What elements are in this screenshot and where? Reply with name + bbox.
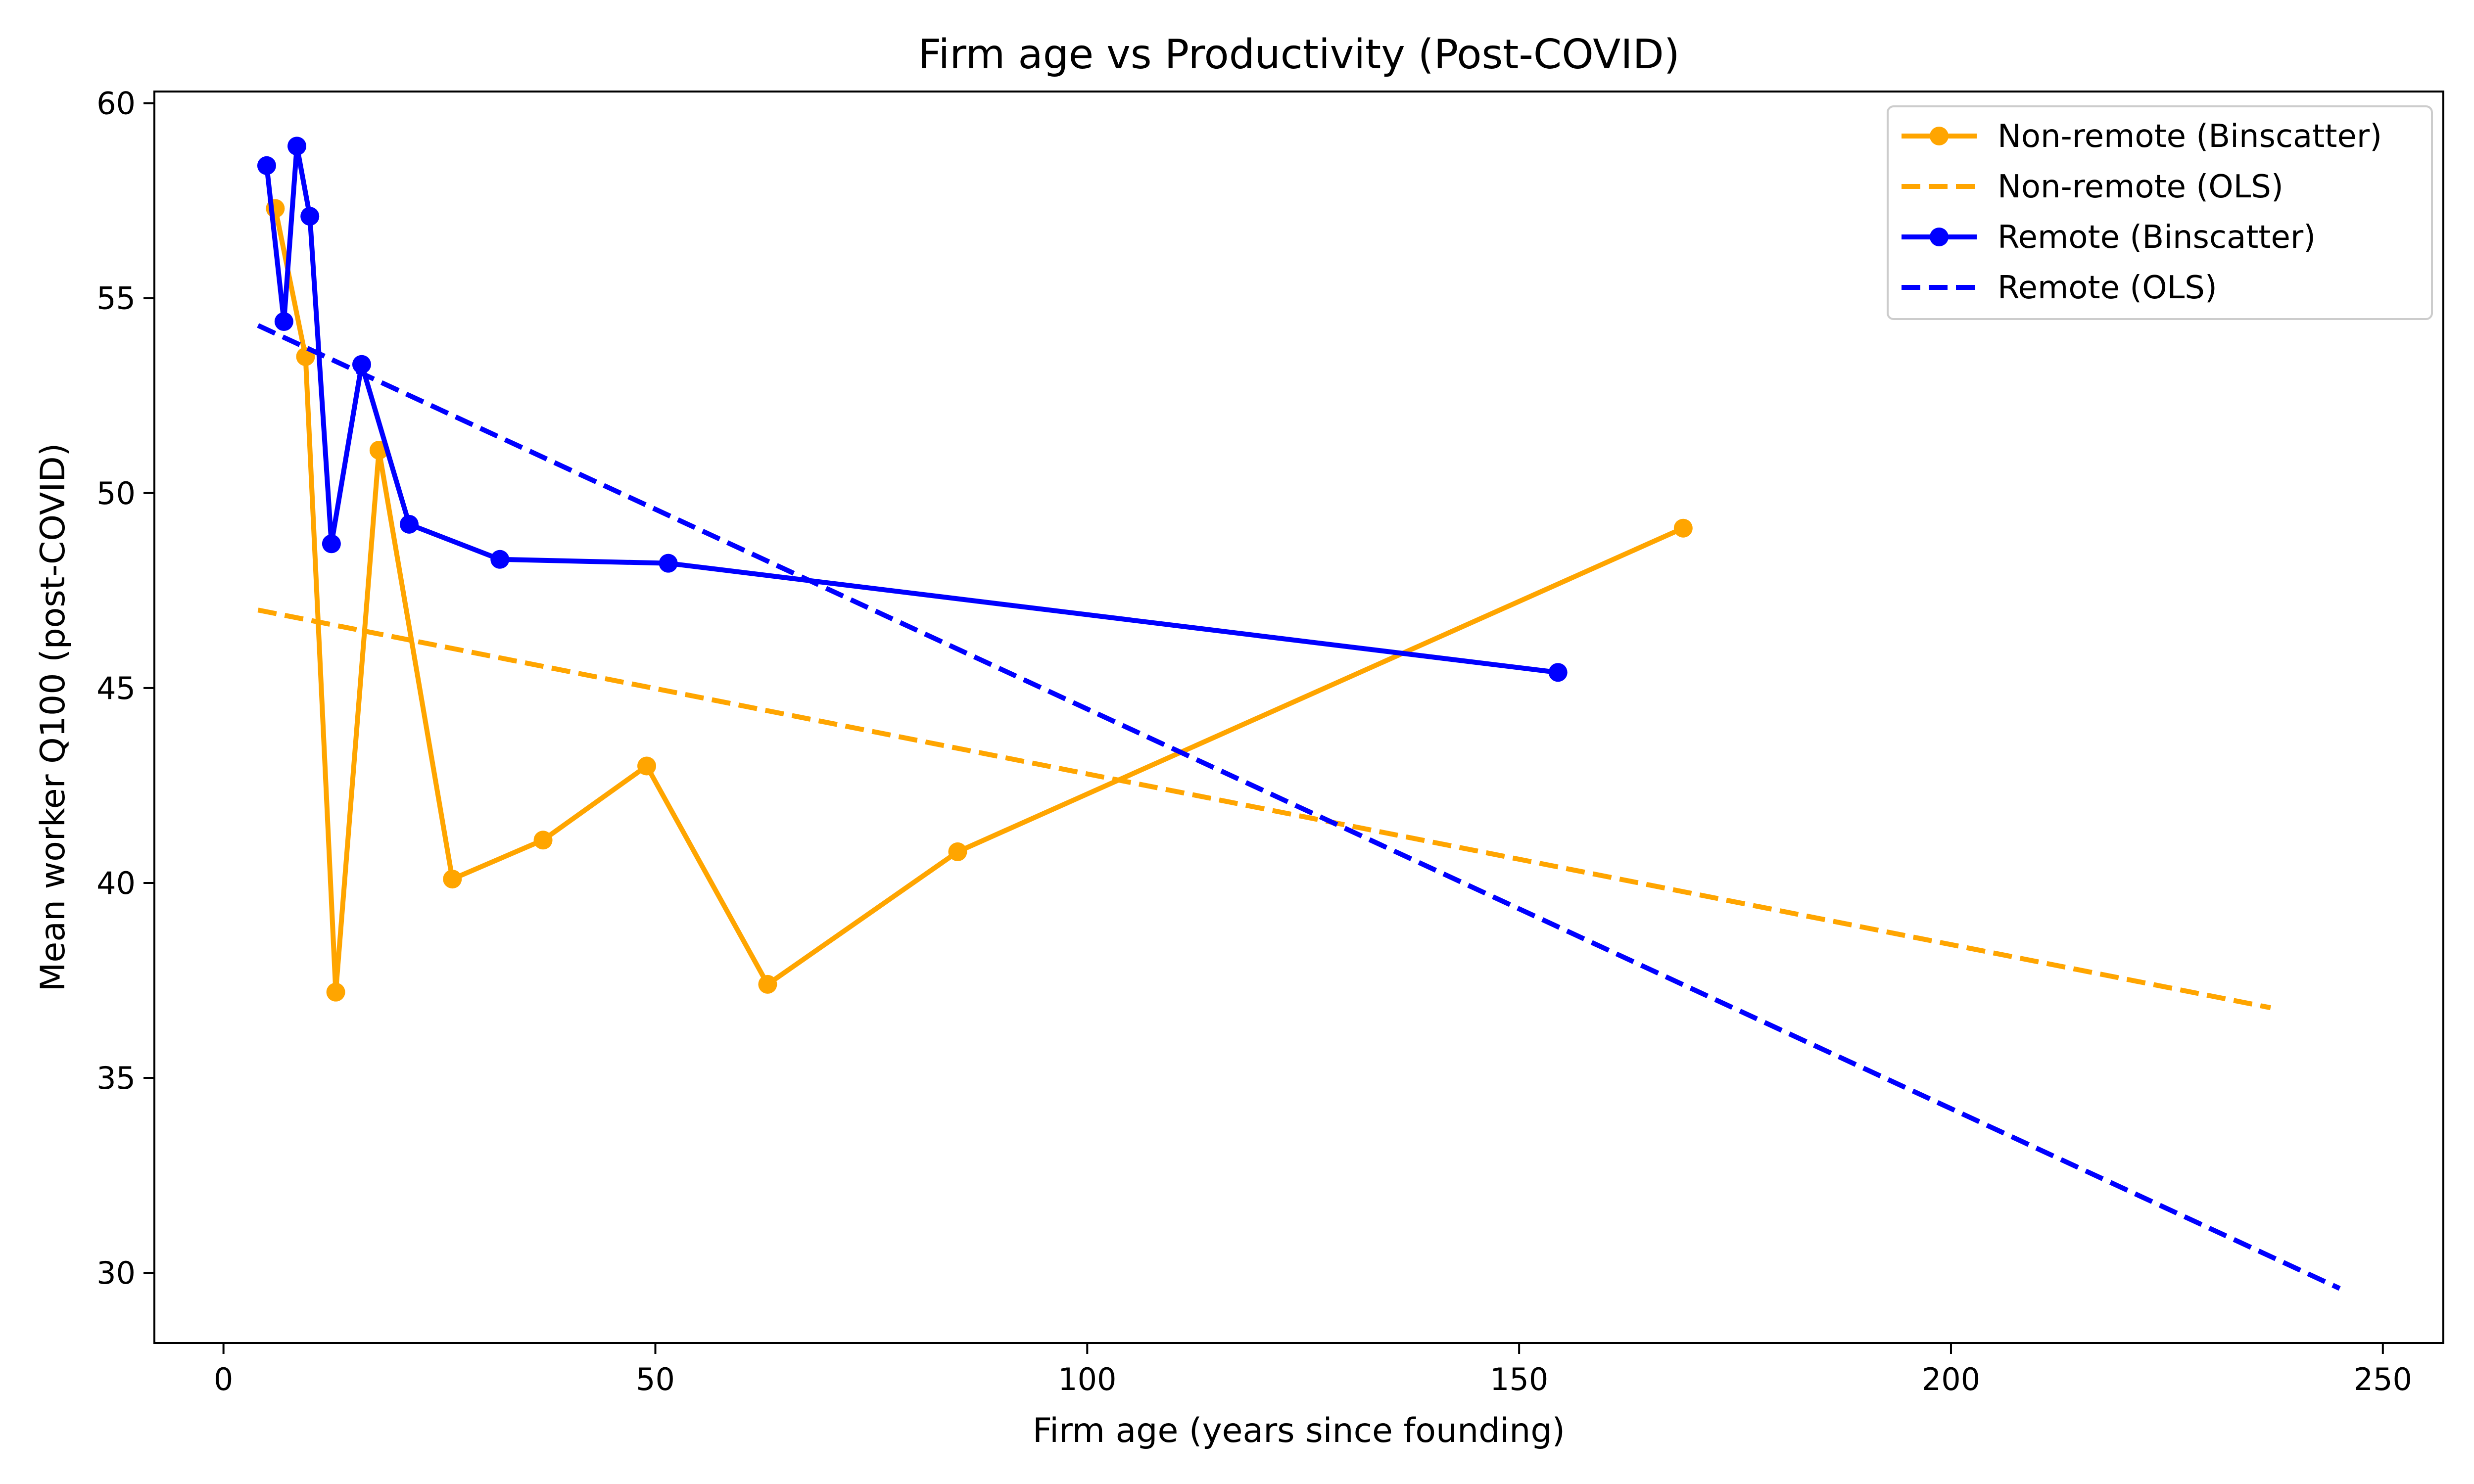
y-tick-label: 45 xyxy=(96,670,136,706)
x-tick-label: 200 xyxy=(1922,1361,1980,1397)
data-point xyxy=(533,831,553,850)
plot-area xyxy=(257,137,2341,1291)
axes: 0 50 100 150 200 250 30 35 40 45 50 55 60 xyxy=(96,86,2444,1397)
data-point xyxy=(758,974,777,994)
series-line-3 xyxy=(257,323,2341,1291)
data-point xyxy=(490,550,510,569)
x-tick-label: 150 xyxy=(1490,1361,1548,1397)
series-line-2 xyxy=(264,143,1559,675)
data-point xyxy=(637,756,657,776)
data-point xyxy=(399,514,419,534)
chart-title: Firm age vs Productivity (Post-COVID) xyxy=(918,31,1679,78)
legend-label: Non-remote (OLS) xyxy=(1998,169,2284,205)
series-line-0 xyxy=(273,208,1684,995)
y-tick-label: 60 xyxy=(96,86,136,122)
data-point xyxy=(257,156,276,175)
x-tick-label: 0 xyxy=(214,1361,233,1397)
data-point xyxy=(1673,518,1693,538)
legend-label: Remote (Binscatter) xyxy=(1998,219,2316,256)
data-point xyxy=(326,982,345,1002)
data-point xyxy=(274,312,293,331)
y-tick-label: 40 xyxy=(96,865,136,901)
x-axis-title: Firm age (years since founding) xyxy=(1033,1411,1565,1450)
legend-marker xyxy=(1930,127,1949,145)
legend: Non-remote (Binscatter) Non-remote (OLS) R… xyxy=(1887,105,2433,320)
data-point xyxy=(948,842,967,861)
data-point xyxy=(352,355,371,374)
data-point xyxy=(443,870,462,889)
y-tick-label: 50 xyxy=(96,475,136,511)
data-point xyxy=(287,137,307,156)
legend-label: Remote (OLS) xyxy=(1998,270,2217,306)
y-tick-label: 55 xyxy=(96,280,136,317)
x-tick-label: 100 xyxy=(1058,1361,1116,1397)
x-tick-label: 250 xyxy=(2354,1361,2412,1397)
series-line-1 xyxy=(257,607,2271,1011)
legend-label: Non-remote (Binscatter) xyxy=(1998,118,2382,155)
y-tick-label: 35 xyxy=(96,1060,136,1096)
axes-frame xyxy=(153,91,2444,1344)
data-point xyxy=(322,534,341,554)
legend-box xyxy=(1887,105,2433,320)
x-tick-label: 50 xyxy=(636,1361,675,1397)
legend-marker xyxy=(1930,228,1949,246)
y-tick-label: 30 xyxy=(96,1255,136,1291)
data-point xyxy=(1548,663,1568,682)
data-point xyxy=(300,207,320,226)
data-point xyxy=(659,554,678,573)
y-axis-title: Mean worker Q100 (post-COVID) xyxy=(34,443,73,992)
